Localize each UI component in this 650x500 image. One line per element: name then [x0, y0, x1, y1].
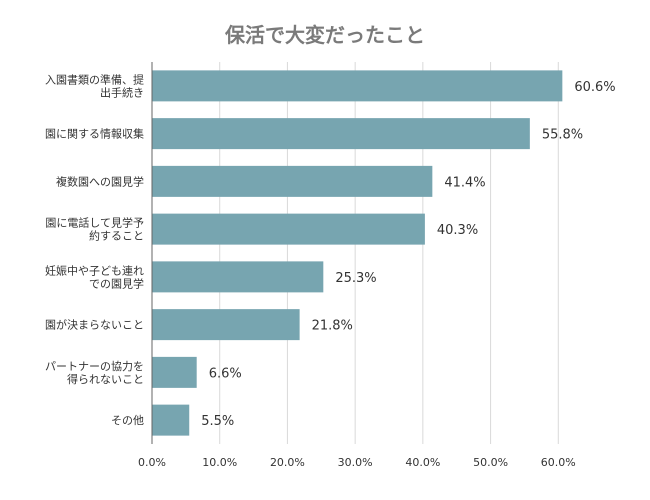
data-label: 6.6%	[209, 366, 242, 381]
category-label: 園が決まらないこと	[45, 318, 144, 332]
category-label: 園に関する情報収集	[45, 127, 144, 141]
data-label: 40.3%	[437, 223, 478, 238]
bar	[152, 118, 530, 150]
bar	[152, 165, 433, 197]
x-tick-label: 60.0%	[541, 456, 576, 469]
bar	[152, 70, 563, 102]
bar	[152, 356, 197, 388]
x-tick-label: 10.0%	[202, 456, 237, 469]
data-label: 60.6%	[574, 80, 615, 95]
bars: 60.6% 55.8% 41.4% 40.3% 25.3% 21.8% 6.6% 5.5%	[152, 70, 616, 436]
category-label: 園に電話して見学予約すること	[45, 216, 144, 243]
category-labels: 入園書類の準備、提出手続き園に関する情報収集複数園への園見学園に電話して見学予約…	[45, 72, 144, 427]
chart-title: 保活で大変だったこと	[224, 23, 425, 47]
category-label: 妊娠中や子ども連れでの園見学	[45, 263, 144, 290]
category-label: 入園書類の準備、提出手続き	[45, 72, 144, 99]
data-label: 21.8%	[312, 319, 353, 334]
data-label: 55.8%	[542, 128, 583, 143]
bar	[152, 404, 190, 436]
bar	[152, 309, 300, 341]
x-tick-label: 30.0%	[338, 456, 373, 469]
bar	[152, 261, 324, 293]
x-tick-label: 0.0%	[138, 456, 166, 469]
x-tick-labels: 0.0% 10.0% 20.0% 30.0% 40.0% 50.0% 60.0%	[138, 456, 576, 469]
data-label: 5.5%	[201, 414, 234, 429]
category-label: その他	[111, 414, 144, 427]
data-label: 25.3%	[335, 271, 376, 286]
category-label: 複数園への園見学	[56, 174, 144, 188]
bar	[152, 213, 425, 245]
x-tick-label: 40.0%	[405, 456, 440, 469]
x-tick-label: 20.0%	[270, 456, 305, 469]
data-label: 41.4%	[444, 175, 485, 190]
category-label: パートナーの協力を得られないこと	[45, 360, 144, 386]
x-tick-label: 50.0%	[473, 456, 508, 469]
